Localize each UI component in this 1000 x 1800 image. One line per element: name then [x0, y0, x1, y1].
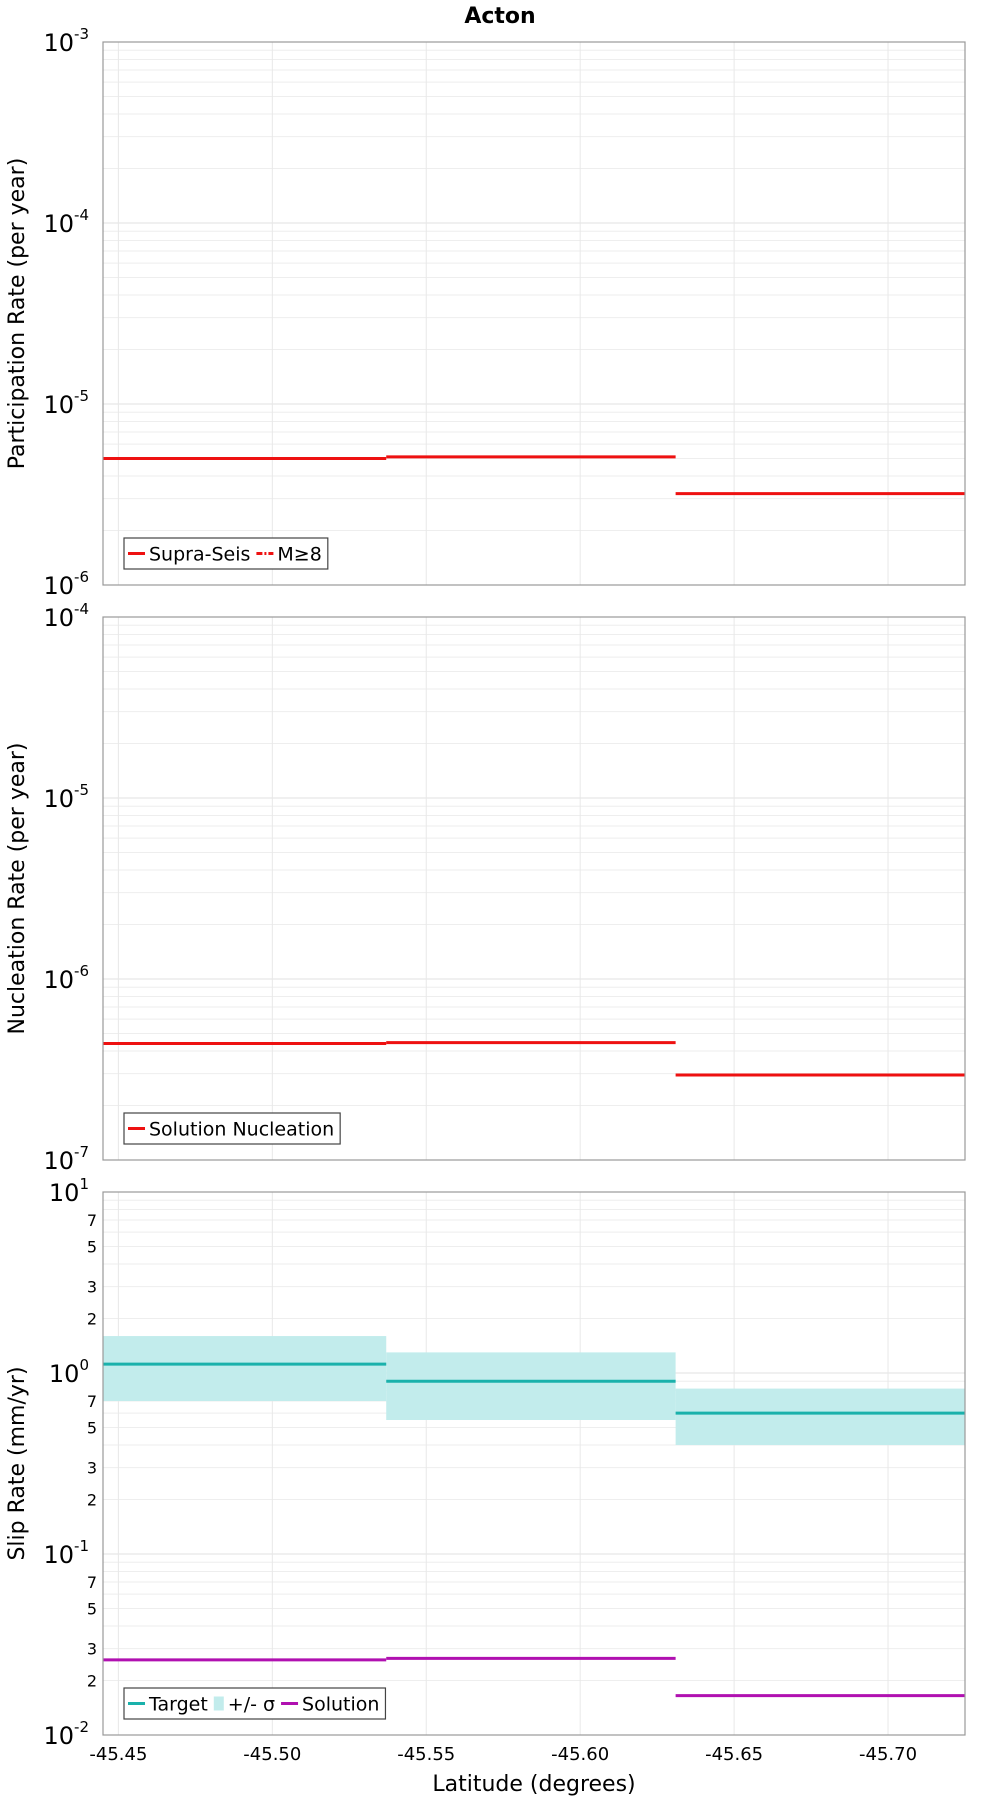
x-tick-label: -45.55 [397, 1744, 455, 1765]
sigma-band [386, 1352, 676, 1420]
plot-frame [102, 41, 966, 586]
y-tick-label: 10-6 [43, 568, 89, 600]
y-minor-tick-label: 2 [87, 1491, 97, 1510]
y-minor-tick-label: 7 [87, 1392, 97, 1411]
y-tick-label: 10-4 [43, 206, 89, 238]
legend-box [123, 1687, 387, 1720]
legend-label: Solution [302, 1694, 379, 1716]
y-tick-label: 10-4 [43, 600, 89, 632]
x-tick-label: -45.60 [551, 1744, 609, 1765]
x-tick-label: -45.65 [705, 1744, 763, 1765]
legend-label: Supra-Seis [149, 544, 250, 566]
legend-label: Solution Nucleation [149, 1119, 334, 1141]
y-minor-tick-label: 3 [87, 1278, 97, 1297]
participation-rate-panel: 10-3 10-4 10-5 10-6 Participation Rate (per … [5, 25, 966, 600]
slip-rate-panel: 101 100 10-1 10-2 7 5 3 2 7 5 3 2 7 5 3 2 Slip Rate (mm/… [5, 1175, 966, 1797]
y-minor-tick-label: 2 [87, 1310, 97, 1329]
y-minor-tick-label: 3 [87, 1640, 97, 1659]
legend-label: Target [148, 1694, 208, 1716]
legend: Solution Nucleation [123, 1112, 341, 1145]
y-tick-label: 10-5 [43, 781, 89, 813]
legend-swatch [213, 1696, 224, 1711]
y-axis-label: Nucleation Rate (per year) [5, 743, 30, 1035]
x-tick-label: -45.50 [243, 1744, 301, 1765]
sigma-band [103, 1336, 387, 1402]
sigma-band [675, 1388, 965, 1446]
y-tick-label: 10-1 [43, 1537, 89, 1569]
y-minor-tick-label: 7 [87, 1211, 97, 1230]
y-minor-tick-label: 3 [87, 1459, 97, 1478]
y-tick-label: 10-5 [43, 387, 89, 419]
y-minor-tick-label: 2 [87, 1672, 97, 1691]
legend-box [123, 1112, 341, 1145]
y-axis-label: Participation Rate (per year) [5, 158, 30, 470]
x-tick-label: -45.45 [89, 1744, 147, 1765]
y-tick-label: 100 [49, 1356, 89, 1388]
y-tick-label: 10-7 [43, 1143, 89, 1175]
legend-label: M≥8 [277, 544, 321, 566]
legend: Supra-Seis M≥8 [123, 537, 329, 570]
y-tick-label: 10-3 [43, 25, 89, 57]
legend: Target +/- σ Solution [123, 1687, 387, 1720]
y-minor-tick-label: 5 [87, 1418, 97, 1437]
y-minor-tick-label: 7 [87, 1573, 97, 1592]
nucleation-rate-panel: 10-4 10-5 10-6 10-7 Nucleation Rate (per yea… [5, 600, 966, 1175]
y-minor-tick-label: 5 [87, 1237, 97, 1256]
x-tick-label: -45.70 [859, 1744, 917, 1765]
legend-label: +/- σ [228, 1694, 275, 1716]
y-tick-label: 10-2 [43, 1718, 89, 1750]
legend-box [123, 537, 329, 570]
y-tick-label: 101 [49, 1175, 89, 1207]
plot-frame [102, 616, 966, 1161]
y-axis-label: Slip Rate (mm/yr) [5, 1366, 30, 1560]
chart-title: Acton [464, 4, 535, 29]
y-minor-tick-label: 5 [87, 1599, 97, 1618]
x-axis-label: Latitude (degrees) [432, 1772, 635, 1797]
plot-frame [102, 1191, 966, 1736]
y-tick-label: 10-6 [43, 962, 89, 994]
